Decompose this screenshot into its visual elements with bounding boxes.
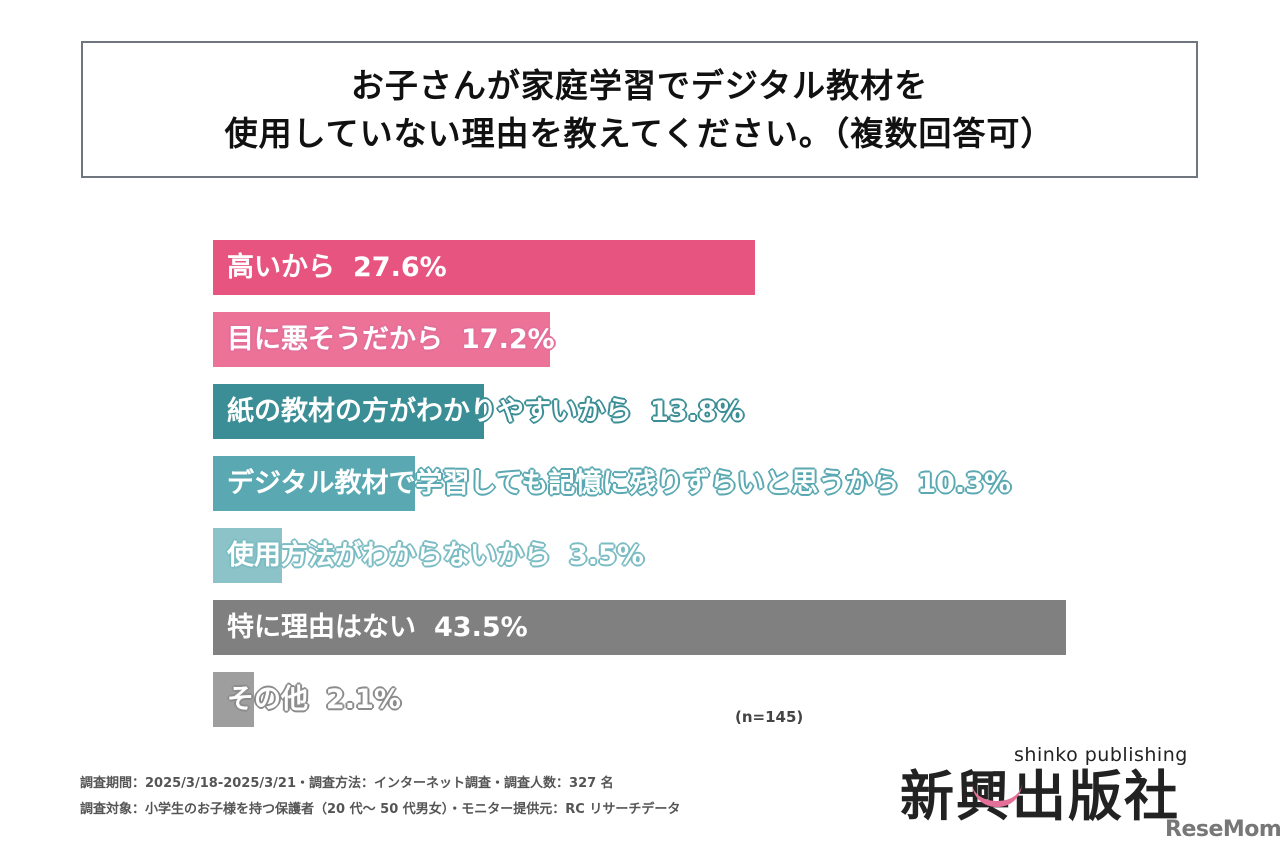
chart-title-line-1: お子さんが家庭学習でデジタル教材を — [350, 65, 929, 105]
bar-value-label: 10.3% — [917, 468, 1011, 499]
bar-label: 使用方法がわからないから 3.5% — [227, 528, 644, 583]
bar-label: 目に悪そうだから 17.2% — [227, 312, 555, 367]
bar-category-label: 紙の教材の方がわかりやすいから — [227, 396, 632, 427]
bar-label: 特に理由はない 43.5% — [227, 600, 528, 655]
bar — [213, 672, 255, 727]
bar-label: その他 2.1% — [227, 672, 401, 727]
bar-category-label: デジタル教材で学習しても記憶に残りずらいと思うから — [227, 468, 900, 499]
bar-category-label: 使用方法がわからないから — [227, 540, 551, 571]
bar — [213, 312, 551, 367]
bar — [213, 240, 755, 295]
bar-category-label: その他 — [227, 684, 308, 715]
shinko-publishing-logo: 新興出版社 — [900, 765, 1180, 828]
bar-category-label: 目に悪そうだから — [227, 324, 443, 355]
logo-smile-icon — [972, 783, 1022, 807]
sample-size-note: (n=145) — [735, 708, 804, 726]
bar-value-label: 13.8% — [650, 396, 744, 427]
bar-category-label: 特に理由はない — [227, 612, 416, 643]
bar-category-label: 高いから — [227, 252, 335, 283]
bar-value-label: 2.1% — [326, 684, 401, 715]
bar-label: 高いから 27.6% — [227, 240, 447, 295]
footnote-survey-period: 調査期間：2025/3/18-2025/3/21・調査方法：インターネット調査・… — [80, 776, 614, 791]
footnote-survey-target: 調査対象：小学生のお子様を持つ保護者（20 代～ 50 代男女）・モニター提供元… — [80, 802, 681, 817]
bar-value-label: 17.2% — [461, 324, 555, 355]
bar-label: デジタル教材で学習しても記憶に残りずらいと思うから 10.3% — [227, 456, 1011, 511]
chart-title-box: お子さんが家庭学習でデジタル教材を 使用していない理由を教えてください。（複数回… — [81, 41, 1198, 178]
bar — [213, 528, 282, 583]
chart-title-line-2: 使用していない理由を教えてください。（複数回答可） — [224, 113, 1055, 153]
bar — [213, 384, 484, 439]
bar-value-label: 3.5% — [569, 540, 644, 571]
bar-value-label: 27.6% — [353, 252, 447, 283]
resemom-watermark: ReseMom. — [1165, 817, 1280, 842]
bar — [213, 456, 416, 511]
logo-english-text: shinko publishing — [1014, 744, 1188, 766]
bar — [213, 600, 1067, 655]
bar-value-label: 43.5% — [434, 612, 528, 643]
bar-label: 紙の教材の方がわかりやすいから 13.8% — [227, 384, 744, 439]
